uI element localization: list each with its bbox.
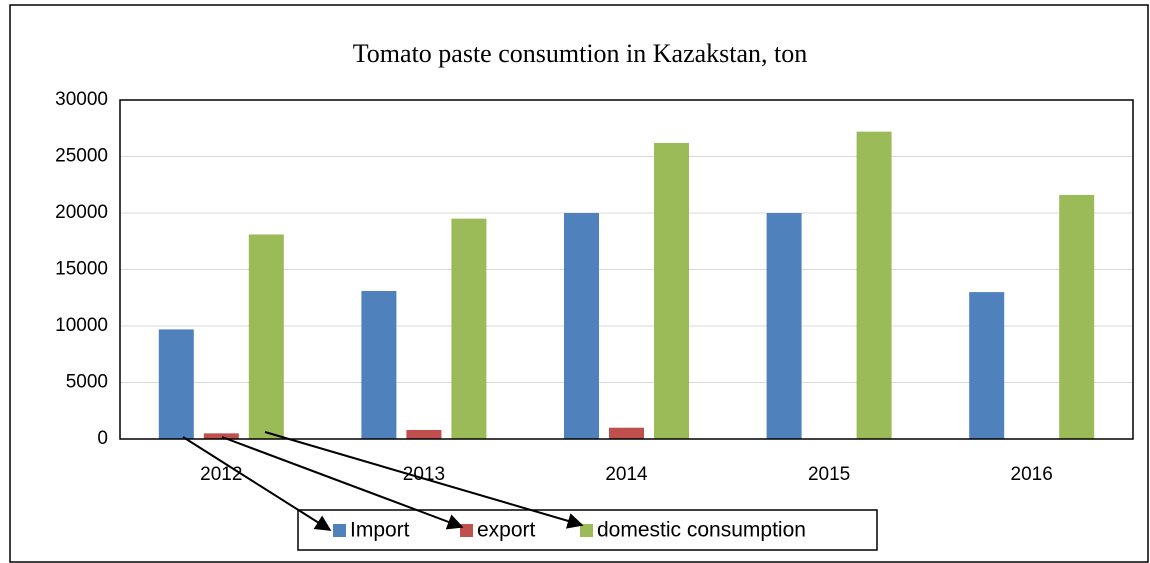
bar (158, 329, 194, 439)
bar (406, 429, 442, 439)
y-tick-label: 0 (97, 428, 108, 449)
x-tick-label: 2016 (1011, 464, 1053, 485)
bar (203, 433, 239, 439)
grid: 0 5000 10000 15000 20000 25000 30000 2012 2013 20… (55, 89, 1133, 485)
arrow (264, 431, 584, 529)
bar (248, 234, 284, 439)
bar (969, 292, 1005, 439)
y-tick-label: 10000 (55, 315, 108, 336)
legend-label: export (477, 519, 536, 542)
bar (856, 131, 892, 439)
x-tick-label: 2012 (200, 464, 242, 485)
arrow (221, 436, 464, 530)
legend: Import export domestic consumption (333, 519, 806, 542)
y-tick-label: 5000 (66, 372, 108, 393)
chart-title: Tomato paste consumtion in Kazakstan, to… (353, 39, 808, 68)
legend-swatch (333, 524, 346, 537)
x-tick-label: 2014 (605, 464, 648, 485)
bar (361, 290, 397, 439)
arrows (182, 431, 584, 531)
y-tick-label: 20000 (55, 202, 108, 223)
bar (654, 142, 689, 439)
chart-border (9, 4, 1149, 563)
x-tick-label: 2015 (808, 464, 850, 485)
x-tick-label: 2013 (403, 464, 445, 485)
bar (564, 213, 599, 439)
arrow (182, 436, 332, 531)
bar (451, 218, 487, 439)
bar (766, 213, 802, 439)
plot-border (119, 99, 1134, 440)
legend-label: domestic consumption (597, 519, 806, 542)
bar (609, 427, 644, 439)
y-tick-label: 30000 (55, 89, 108, 110)
legend-swatch (580, 524, 593, 537)
y-tick-label: 15000 (55, 259, 108, 280)
bar (1059, 194, 1095, 439)
y-tick-label: 25000 (55, 146, 108, 167)
bars (158, 131, 1095, 439)
legend-label: Import (350, 519, 410, 542)
